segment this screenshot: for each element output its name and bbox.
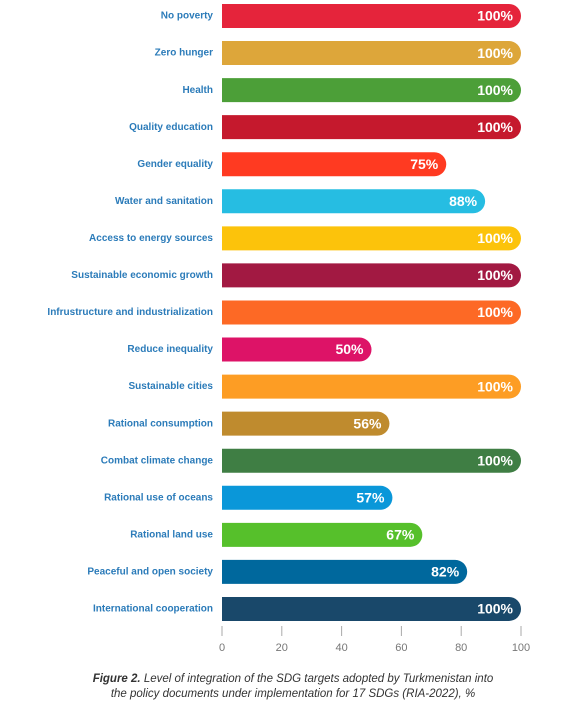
value-label: 82% bbox=[431, 564, 460, 580]
value-label: 67% bbox=[386, 527, 415, 543]
category-label: Water and sanitation bbox=[115, 196, 213, 207]
value-label: 100% bbox=[477, 8, 513, 24]
category-label: Sustainable economic growth bbox=[71, 270, 213, 281]
category-label: No poverty bbox=[161, 11, 214, 22]
category-label: Rational consumption bbox=[108, 418, 213, 429]
x-tick-label: 100 bbox=[512, 642, 530, 654]
bar bbox=[222, 559, 468, 584]
x-tick-label: 0 bbox=[219, 642, 225, 654]
category-label: Sustainable cities bbox=[129, 381, 214, 392]
bar bbox=[222, 78, 521, 103]
category-label: Reduce inequality bbox=[127, 344, 213, 355]
bar bbox=[222, 374, 521, 399]
bar bbox=[222, 522, 423, 547]
bar bbox=[222, 4, 521, 28]
bar bbox=[222, 115, 521, 140]
value-label: 100% bbox=[477, 452, 513, 468]
bar bbox=[222, 485, 393, 510]
value-label: 57% bbox=[356, 489, 385, 505]
bar bbox=[222, 411, 390, 436]
bar bbox=[222, 596, 521, 621]
bar bbox=[222, 189, 486, 214]
value-label: 100% bbox=[477, 378, 513, 394]
category-label: International cooperation bbox=[93, 604, 213, 615]
bar bbox=[222, 263, 521, 288]
x-tick-label: 80 bbox=[455, 642, 467, 654]
bar bbox=[222, 152, 447, 177]
category-label: Combat climate change bbox=[101, 455, 214, 466]
bar bbox=[222, 300, 521, 325]
category-label: Quality education bbox=[129, 122, 213, 133]
value-label: 100% bbox=[477, 267, 513, 283]
value-label: 100% bbox=[477, 45, 513, 61]
caption: Figure 2. Level of integration of the SD… bbox=[88, 672, 498, 702]
x-tick-label: 60 bbox=[395, 642, 407, 654]
value-label: 100% bbox=[477, 82, 513, 98]
value-label: 100% bbox=[477, 304, 513, 320]
category-label: Peaceful and open society bbox=[87, 567, 213, 578]
x-tick-label: 20 bbox=[276, 642, 288, 654]
category-label: Rational land use bbox=[130, 529, 213, 540]
value-label: 100% bbox=[477, 119, 513, 135]
category-label: Access to energy sources bbox=[89, 233, 213, 244]
caption-label: Figure 2. bbox=[92, 673, 141, 685]
value-label: 100% bbox=[477, 601, 513, 617]
value-label: 56% bbox=[353, 415, 382, 431]
bar bbox=[222, 226, 521, 251]
category-label: Infrustructure and industrialization bbox=[47, 307, 213, 318]
caption-text: Level of integration of the SDG targets … bbox=[110, 673, 494, 700]
value-label: 50% bbox=[335, 341, 364, 357]
category-label: Rational use of oceans bbox=[104, 492, 213, 503]
bar bbox=[222, 337, 372, 362]
category-label: Health bbox=[182, 85, 213, 96]
category-label: Gender equality bbox=[137, 159, 213, 170]
x-tick-label: 40 bbox=[335, 642, 347, 654]
value-label: 100% bbox=[477, 230, 513, 246]
bar bbox=[222, 448, 521, 473]
category-label: Zero hunger bbox=[155, 48, 213, 59]
value-label: 75% bbox=[410, 156, 439, 172]
bar bbox=[222, 41, 521, 66]
value-label: 88% bbox=[449, 193, 478, 209]
chart: 0 20 40 60 80 100 No poverty 100% Zero hunger 100… bbox=[47, 4, 530, 654]
